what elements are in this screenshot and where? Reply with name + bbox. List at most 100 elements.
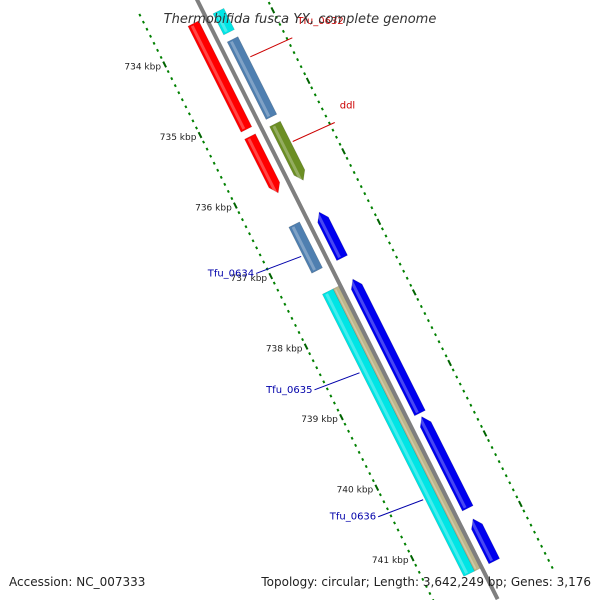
minor-tick	[540, 544, 544, 548]
minor-tick	[195, 126, 198, 130]
backbone-group	[194, 0, 500, 601]
minor-tick	[336, 408, 340, 412]
minor-tick	[283, 302, 287, 306]
label-group: 734 kbp 735 kbp 736 kbp 737 kbp 738 kbp 739 k…	[124, 16, 424, 566]
major-tick	[447, 359, 452, 367]
minor-tick	[310, 86, 314, 90]
minor-tick	[322, 380, 326, 384]
minor-tick	[173, 84, 177, 88]
gene-label: ddl	[340, 100, 355, 111]
feature-cds_outer-3	[317, 211, 348, 262]
feature-highlight	[419, 418, 467, 509]
minor-tick	[156, 48, 160, 53]
minor-tick	[487, 438, 491, 443]
minor-tick	[414, 563, 418, 567]
minor-tick	[469, 403, 473, 407]
minor-tick	[533, 530, 536, 534]
minor-tick	[550, 565, 554, 570]
feature-cds_outer-1	[226, 36, 278, 120]
minor-tick	[281, 29, 285, 34]
minor-tick	[430, 326, 434, 330]
feature-cds_outer-4	[350, 278, 426, 417]
minor-tick	[444, 354, 448, 358]
feature-cds_outer-0	[212, 7, 235, 36]
major-tick	[303, 343, 309, 350]
major-tick	[518, 500, 523, 508]
minor-tick	[274, 15, 278, 19]
minor-tick	[352, 170, 356, 175]
minor-tick	[378, 493, 382, 497]
minor-tick	[465, 396, 469, 400]
minor-tick	[409, 283, 413, 287]
tick-label: 737 kbp	[230, 274, 267, 284]
gene-label: Tfu_0634	[207, 268, 254, 279]
minor-tick	[258, 253, 262, 257]
minor-tick	[428, 591, 432, 596]
minor-tick	[508, 481, 512, 485]
minor-tick	[248, 232, 252, 236]
minor-tick	[289, 43, 292, 48]
feature-highlight	[247, 138, 278, 194]
minor-tick	[384, 234, 388, 238]
minor-tick	[226, 189, 230, 194]
minor-tick	[472, 410, 476, 414]
minor-tick	[421, 577, 425, 581]
minor-tick	[292, 50, 296, 55]
gene-leader-line	[250, 37, 293, 58]
major-tick	[305, 77, 311, 85]
feature-highlight	[291, 226, 316, 271]
major-tick	[411, 289, 417, 296]
minor-tick	[244, 225, 248, 229]
minor-tick	[416, 297, 420, 302]
minor-tick	[329, 394, 333, 398]
major-tick	[270, 6, 276, 14]
minor-tick	[417, 570, 421, 574]
minor-tick	[391, 248, 395, 252]
gene-label: Tfu_0635	[265, 385, 312, 396]
minor-tick	[363, 192, 367, 196]
minor-tick	[331, 128, 335, 132]
minor-tick	[290, 316, 294, 321]
minor-tick	[278, 22, 282, 26]
minor-tick	[166, 69, 170, 74]
minor-tick	[320, 107, 324, 111]
minor-tick	[325, 387, 329, 391]
feature-gene_tan-11	[332, 285, 481, 572]
minor-tick	[315, 366, 319, 370]
minor-tick	[547, 558, 551, 562]
minor-tick	[497, 460, 501, 464]
minor-tick	[441, 347, 445, 351]
gene-label: Tfu_0632	[296, 16, 343, 27]
minor-tick	[170, 76, 174, 81]
minor-tick	[349, 163, 353, 168]
minor-tick	[426, 318, 430, 323]
tick-track-right	[267, 1, 554, 570]
feature-gene_outer-8	[244, 133, 281, 194]
major-tick	[339, 413, 344, 421]
minor-tick	[371, 479, 375, 483]
minor-tick	[354, 443, 358, 447]
minor-tick	[385, 507, 389, 511]
minor-tick	[138, 13, 142, 17]
tick-label: 739 kbp	[301, 415, 338, 425]
feature-highlight	[190, 25, 246, 130]
minor-tick	[318, 373, 322, 377]
minor-tick	[515, 495, 519, 499]
genome-backbone	[194, 0, 500, 601]
minor-tick	[356, 177, 360, 182]
feature-gene_outer-7	[187, 20, 253, 133]
minor-tick	[279, 295, 283, 299]
minor-tick	[350, 436, 354, 440]
minor-tick	[345, 156, 349, 160]
feature-highlight	[215, 12, 228, 33]
feature-highlight	[230, 40, 271, 118]
minor-tick	[359, 184, 363, 189]
feature-highlight	[350, 280, 419, 414]
minor-tick	[294, 323, 297, 328]
minor-tick	[191, 119, 195, 123]
minor-tick	[255, 246, 259, 250]
minor-tick	[388, 241, 391, 245]
minor-tick	[301, 337, 305, 342]
minor-tick	[202, 140, 206, 144]
